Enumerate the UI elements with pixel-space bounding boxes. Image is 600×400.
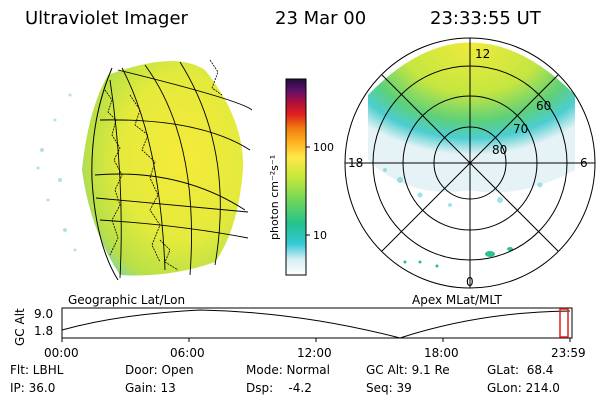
polar-panel-label: Apex MLat/MLT bbox=[412, 293, 502, 307]
mlt-label-6: 6 bbox=[580, 156, 588, 170]
colorbar-tick-10: 10 bbox=[313, 229, 327, 242]
door-field: Door: Open bbox=[125, 363, 194, 377]
mode-field: Mode: Normal bbox=[246, 363, 330, 377]
mlt-label-0: 0 bbox=[466, 275, 474, 289]
geographic-panel bbox=[36, 59, 253, 281]
polar-noise bbox=[383, 168, 543, 207]
altitude-curve bbox=[61, 309, 571, 339]
flt-field: Flt: LBHL bbox=[10, 363, 64, 377]
geo-grid bbox=[94, 61, 253, 279]
polar-grid bbox=[344, 37, 596, 289]
alt-tick-9: 9.0 bbox=[34, 307, 53, 321]
ip-field: IP: 36.0 bbox=[10, 381, 56, 395]
polar-panel: 12 18 6 0 60 70 80 bbox=[344, 37, 596, 289]
time-label: 23:33:55 UT bbox=[430, 8, 541, 29]
coastlines bbox=[104, 59, 223, 271]
glat-field: GLat: 68.4 bbox=[487, 363, 554, 377]
seq-field: Seq: 39 bbox=[366, 381, 412, 395]
mlat-label-60: 60 bbox=[536, 99, 551, 113]
mlat-label-70: 70 bbox=[513, 122, 528, 136]
time-tick-0600: 06:00 bbox=[170, 346, 205, 360]
current-time-marker bbox=[559, 308, 569, 338]
time-tick-2359: 23:59 bbox=[551, 346, 586, 360]
gc-alt-field: GC Alt: 9.1 Re bbox=[366, 363, 450, 377]
dsp-field: Dsp: -4.2 bbox=[246, 381, 312, 395]
alt-axis-label: GC Alt bbox=[13, 308, 27, 346]
altitude-plot: 9.0 1.8 GC Alt 00:00 06:00 12:00 18:00 2… bbox=[13, 307, 586, 360]
time-tick-1200: 12:00 bbox=[297, 346, 332, 360]
time-tick-1800: 18:00 bbox=[424, 346, 459, 360]
colorbar: 100 10 photon cm⁻²s⁻¹ bbox=[268, 78, 334, 276]
colorbar-gradient bbox=[285, 78, 307, 276]
alt-tick-1-8: 1.8 bbox=[34, 324, 53, 338]
gain-field: Gain: 13 bbox=[125, 381, 176, 395]
colorbar-tick-100: 100 bbox=[313, 141, 334, 154]
geo-panel-label: Geographic Lat/Lon bbox=[68, 293, 185, 307]
geo-noise bbox=[36, 93, 77, 252]
date-label: 23 Mar 00 bbox=[275, 8, 367, 29]
mlt-label-18: 18 bbox=[348, 156, 363, 170]
glon-field: GLon: 214.0 bbox=[487, 381, 560, 395]
polar-spots bbox=[403, 247, 513, 268]
time-tick-0000: 00:00 bbox=[44, 346, 79, 360]
mlt-label-12: 12 bbox=[475, 47, 490, 61]
limb-line bbox=[91, 67, 119, 281]
colorbar-unit-label: photon cm⁻²s⁻¹ bbox=[268, 155, 281, 240]
instrument-title: Ultraviolet Imager bbox=[25, 8, 188, 29]
mlat-label-80: 80 bbox=[492, 143, 507, 157]
altitude-plot-frame bbox=[61, 307, 573, 339]
